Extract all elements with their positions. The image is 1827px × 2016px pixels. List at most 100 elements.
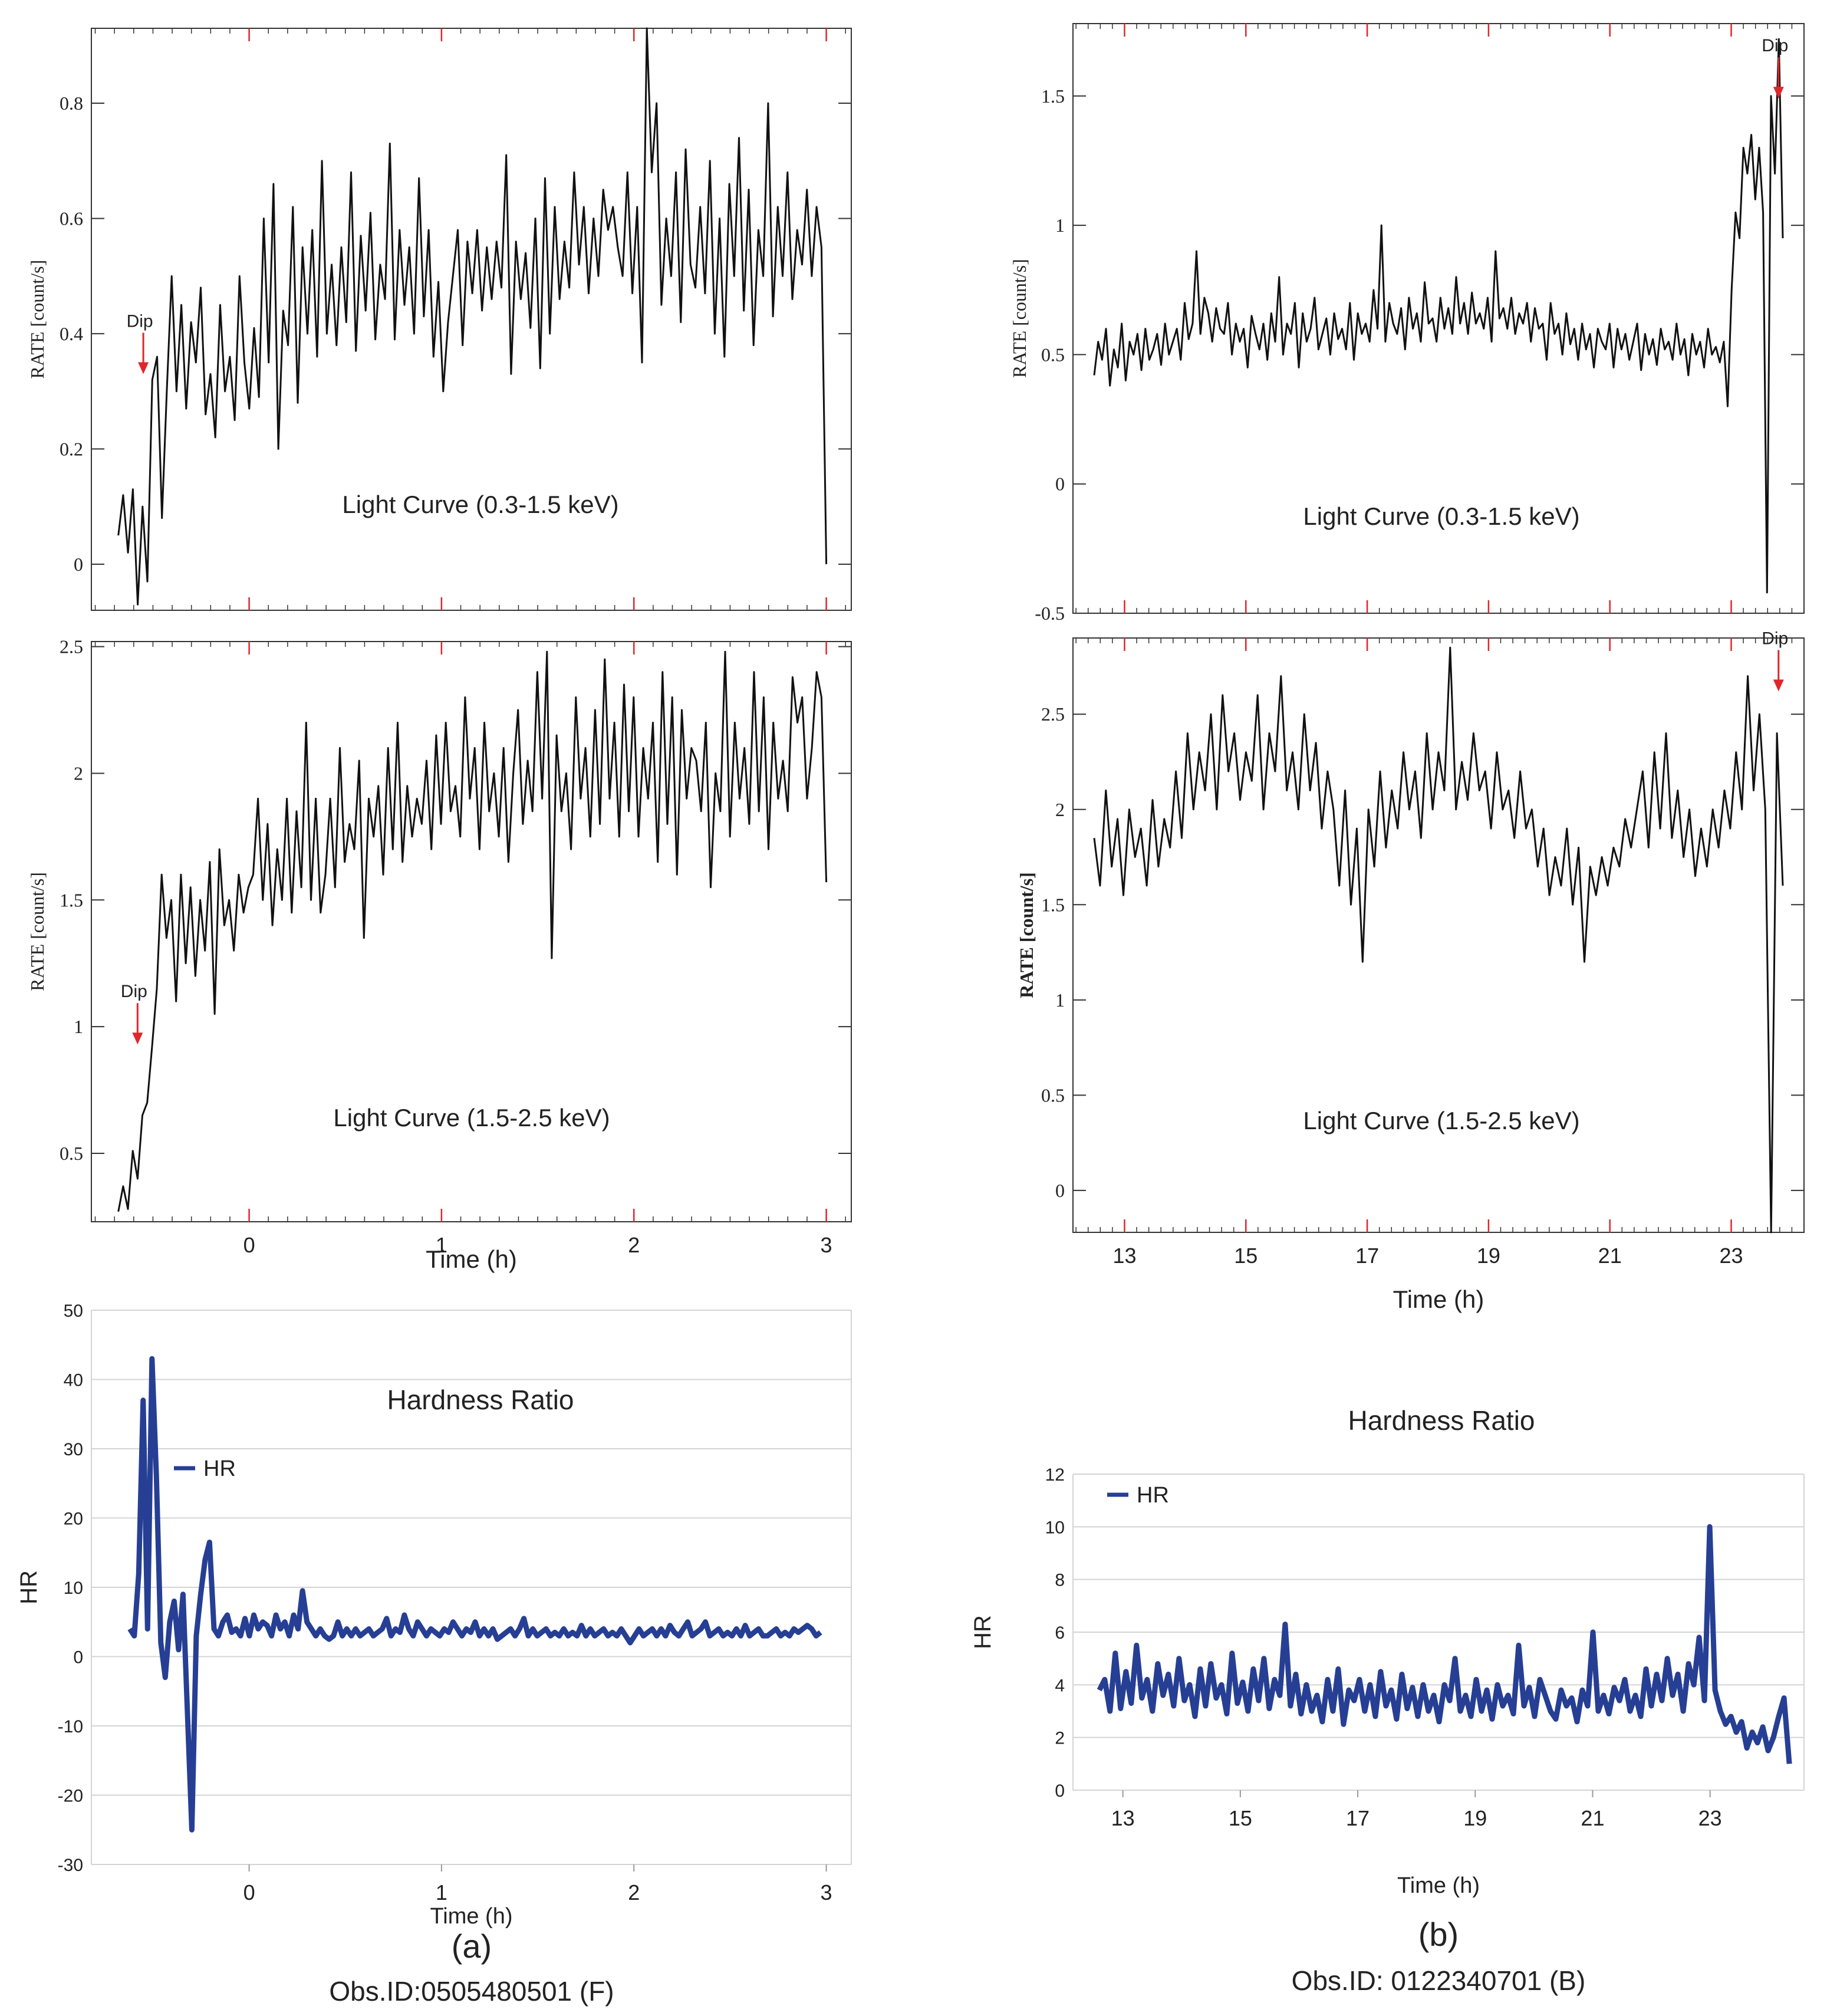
x-axis-label: Time (h) [1397, 1873, 1480, 1898]
series-line-rate [1093, 38, 1784, 594]
y-tick-label: 0.5 [1041, 344, 1065, 365]
y-tick-label: 0.5 [1041, 1084, 1065, 1106]
series-line-hr [1097, 1524, 1792, 1764]
chart-b1: -0.5 0 0.5 1 1.5 RATE [count/s] Light Curve (0… [1009, 23, 1805, 624]
y-tick-label: 1.5 [1041, 85, 1065, 107]
y-tick-label: 40 [64, 1371, 83, 1390]
chart-title: Light Curve (1.5-2.5 keV) [333, 1104, 610, 1132]
y-tick-label: 0 [73, 1648, 83, 1668]
y-tick-label: -0.5 [1035, 603, 1065, 624]
chart-title: Hardness Ratio [1348, 1405, 1535, 1436]
series-line-hr [127, 1356, 822, 1833]
panel-b-obs-id: Obs.ID: 0122340701 (B) [1291, 1965, 1586, 1996]
x-tick-label: 2 [628, 1233, 640, 1257]
y-tick-label: 4 [1055, 1676, 1065, 1695]
y-axis-label: HR [970, 1615, 996, 1649]
x-axis-label: Time (h) [430, 1904, 512, 1929]
x-tick-label: 19 [1463, 1806, 1487, 1830]
y-tick-label: 2 [1055, 1729, 1065, 1748]
y-tick-label: 0 [1055, 1781, 1065, 1801]
y-tick-label: 10 [64, 1578, 83, 1598]
chart-a2: 0.5 1 1.5 2 2.5 0 1 2 3 RATE [count/s] Time (h) Lig… [27, 636, 852, 1273]
dip-arrow-head [1773, 679, 1784, 692]
x-tick-label: 3 [821, 1880, 832, 1905]
panel-b-label: (b) [1418, 1916, 1459, 1953]
x-tick-label: 2 [628, 1880, 640, 1905]
dip-arrow-head [1773, 87, 1784, 99]
x-tick-label: 0 [243, 1880, 255, 1905]
x-axis-label: Time (h) [426, 1245, 517, 1273]
dip-arrow-head [132, 1032, 143, 1045]
y-tick-label: 0 [1055, 1180, 1065, 1201]
y-axis-label: RATE [count/s] [1016, 872, 1037, 998]
x-tick-label: 23 [1698, 1806, 1722, 1830]
x-tick-label: 1 [436, 1233, 447, 1257]
series-line-rate [117, 650, 828, 1212]
chart-a3: -30 -20 -10 0 10 20 30 40 50 0 1 2 3 HR Time (h) Hardne… [16, 1301, 852, 1929]
y-axis-label: HR [16, 1570, 42, 1604]
chart-title: Light Curve (0.3-1.5 keV) [342, 491, 618, 518]
y-tick-label: 0.5 [60, 1143, 83, 1164]
y-tick-label: 1 [1055, 215, 1065, 236]
y-axis-label: RATE [count/s] [27, 872, 48, 991]
panel-a-obs-id: Obs.ID:0505480501 (F) [329, 1976, 614, 2007]
x-tick-label: 15 [1234, 1244, 1257, 1268]
plot-frame [1072, 23, 1805, 614]
chart-b2: 0 0.5 1 1.5 2 2.5 13 15 17 19 21 23 RATE [count/s] Ti… [1016, 629, 1805, 1313]
y-tick-label: 0.8 [60, 93, 83, 114]
x-tick-label: 17 [1346, 1806, 1370, 1830]
y-tick-label: 1.5 [60, 889, 83, 910]
y-tick-label: 0 [74, 554, 83, 575]
chart-title: Hardness Ratio [387, 1384, 574, 1415]
y-tick-label: 8 [1055, 1571, 1065, 1590]
y-tick-label: 2.5 [1041, 703, 1065, 725]
y-tick-label: -20 [58, 1787, 83, 1806]
y-tick-label: 2 [1055, 799, 1065, 820]
x-tick-label: 21 [1598, 1244, 1622, 1268]
x-axis-label: Time (h) [1393, 1285, 1484, 1313]
chart-title: Light Curve (1.5-2.5 keV) [1303, 1107, 1579, 1134]
y-tick-label: 1 [1055, 989, 1065, 1011]
x-tick-label: 13 [1111, 1806, 1135, 1830]
x-tick-label: 13 [1112, 1244, 1136, 1268]
y-tick-label: 2.5 [60, 636, 83, 657]
chart-b3: 0 2 4 6 8 10 12 13 15 17 19 21 23 HR Time (h) Hardness … [970, 1405, 1805, 1898]
plot-frame [1072, 637, 1805, 1233]
dip-label: Dip [1762, 629, 1788, 648]
x-tick-label: 3 [821, 1233, 832, 1257]
y-tick-label: 1.5 [1041, 894, 1065, 915]
y-tick-label: 0.6 [60, 208, 83, 229]
y-tick-label: -30 [58, 1856, 83, 1875]
y-tick-label: 1 [74, 1016, 83, 1037]
legend-label: HR [1137, 1483, 1169, 1508]
y-tick-label: 50 [64, 1301, 83, 1321]
y-tick-label: 20 [64, 1509, 83, 1529]
y-tick-label: -10 [58, 1717, 83, 1737]
y-tick-label: 0.2 [60, 438, 83, 459]
dip-label: Dip [121, 982, 147, 1001]
y-axis-label: RATE [count/s] [27, 260, 48, 379]
x-tick-label: 23 [1719, 1244, 1743, 1268]
y-tick-label: 0.4 [60, 323, 83, 344]
dip-label: Dip [1762, 36, 1788, 55]
legend-label: HR [203, 1456, 236, 1481]
chart-a1: 0 0.2 0.4 0.6 0.8 RATE [count/s] Light Curve (… [27, 27, 852, 611]
x-tick-label: 17 [1355, 1244, 1379, 1268]
y-axis-label: RATE [count/s] [1009, 259, 1030, 378]
y-tick-label: 30 [64, 1440, 83, 1459]
y-tick-label: 2 [74, 762, 83, 784]
chart-title: Light Curve (0.3-1.5 keV) [1303, 502, 1579, 530]
series-line-rate [1093, 646, 1784, 1234]
plot-frame [91, 641, 852, 1222]
plot-frame [91, 28, 852, 611]
y-tick-label: 0 [1055, 473, 1065, 495]
x-tick-label: 1 [436, 1880, 447, 1905]
y-tick-label: 6 [1055, 1623, 1065, 1643]
y-tick-label: 12 [1045, 1465, 1065, 1485]
x-tick-label: 0 [243, 1233, 255, 1257]
x-tick-label: 19 [1477, 1244, 1500, 1268]
dip-label: Dip [127, 311, 153, 331]
panel-a-label: (a) [451, 1928, 492, 1965]
dip-arrow-head [138, 362, 149, 374]
